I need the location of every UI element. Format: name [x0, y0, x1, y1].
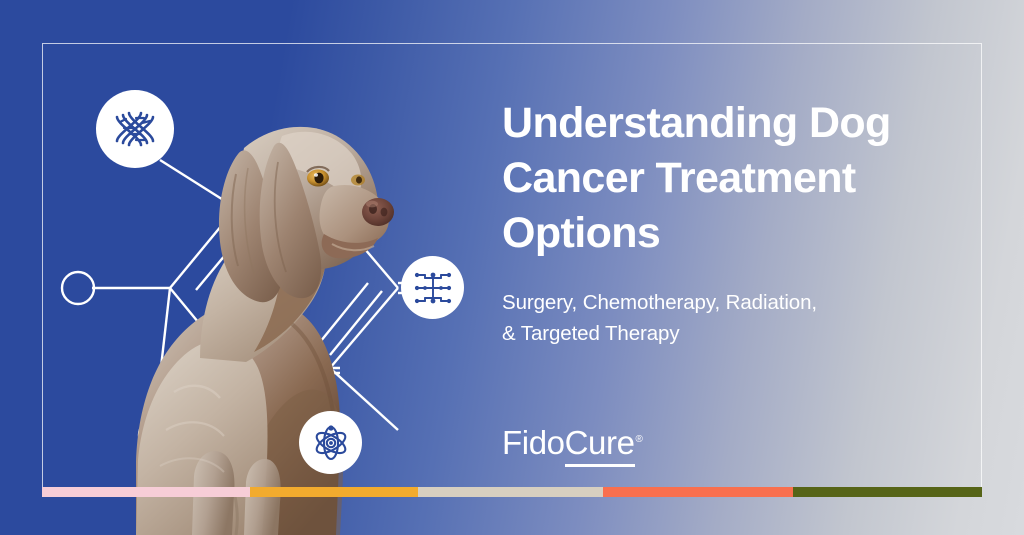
atom-icon: [299, 411, 362, 474]
headline-line-1: Understanding Dog: [502, 99, 891, 147]
colorbar-segment-olive: [793, 487, 982, 497]
dog-photo: [96, 62, 426, 535]
headline-line-2: Cancer Treatment: [502, 154, 856, 202]
registered-trademark-icon: ®: [635, 434, 643, 445]
subhead-line-2: & Targeted Therapy: [502, 322, 680, 345]
logo-wordmark: FidoCure®: [502, 424, 643, 467]
logo-cure-text: Cure: [564, 424, 635, 467]
logo-fido-text: Fido: [502, 424, 565, 461]
text-column: Understanding Dog Cancer Treatment Optio…: [502, 96, 942, 349]
brand-logo[interactable]: FidoCure®: [502, 424, 643, 467]
page-subtitle: Surgery, Chemotherapy, Radiation, & Targ…: [502, 287, 942, 349]
page-title: Understanding Dog Cancer Treatment Optio…: [502, 96, 942, 261]
colorbar-segment-amber: [249, 487, 418, 497]
subhead-line-1: Surgery, Chemotherapy, Radiation,: [502, 291, 817, 314]
colorbar-segment-coral: [603, 487, 794, 497]
colorbar-segment-pink: [42, 487, 250, 497]
accent-color-bar: [42, 487, 982, 497]
circuit-nodes-icon: [401, 256, 464, 319]
colorbar-segment-tan: [417, 487, 604, 497]
headline-line-3: Options: [502, 209, 661, 257]
dna-helix-icon: [96, 90, 174, 168]
